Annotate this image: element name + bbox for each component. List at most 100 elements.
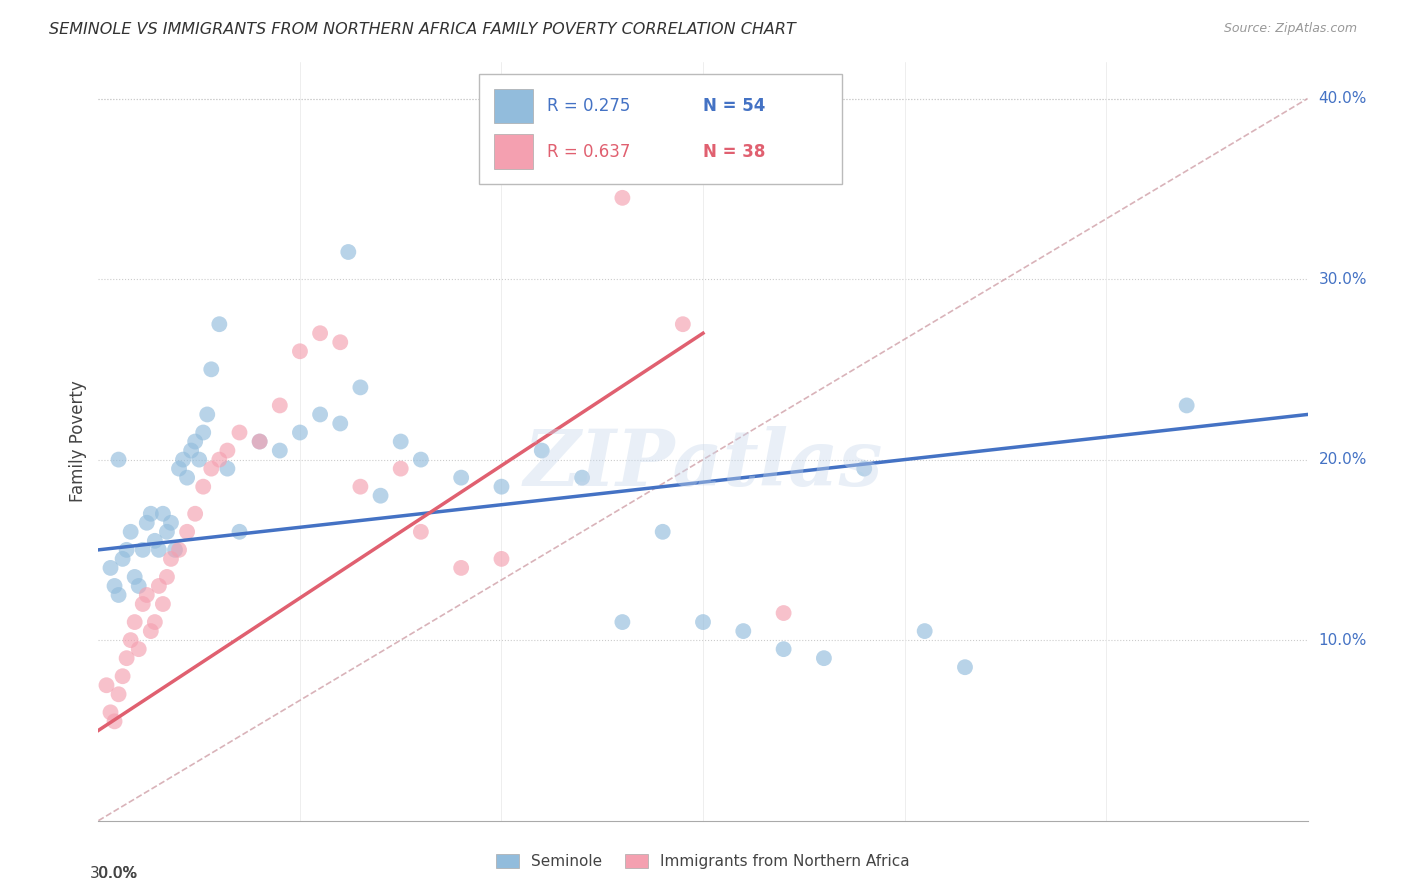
Point [288,425,311,440]
Point [100,561,122,575]
Point [139,624,162,639]
Point [120,633,142,648]
Point [128,579,150,593]
Point [853,461,876,475]
Legend: Seminole, Immigrants from Northern Africa: Seminole, Immigrants from Northern Afric… [489,848,917,875]
Point [128,642,150,657]
Point [329,417,352,431]
Point [120,524,142,539]
Point [132,542,155,557]
Point [152,507,174,521]
Point [115,651,138,665]
Point [269,443,291,458]
Point [143,533,166,548]
Point [217,461,239,475]
Text: N = 54: N = 54 [703,97,765,115]
Point [135,516,157,530]
Point [337,244,360,259]
Point [139,507,162,521]
Point [152,597,174,611]
Point [208,452,231,467]
Point [450,561,472,575]
Point [208,317,231,331]
Point [100,706,122,720]
Point [156,570,179,584]
Point [370,489,392,503]
Point [176,470,198,484]
Point [148,542,170,557]
Point [612,191,634,205]
Point [228,425,250,440]
Point [329,335,352,350]
Point [176,524,198,539]
FancyBboxPatch shape [479,74,842,184]
Point [132,597,155,611]
Text: Source: ZipAtlas.com: Source: ZipAtlas.com [1223,22,1357,36]
FancyBboxPatch shape [494,89,533,123]
Text: SEMINOLE VS IMMIGRANTS FROM NORTHERN AFRICA FAMILY POVERTY CORRELATION CHART: SEMINOLE VS IMMIGRANTS FROM NORTHERN AFR… [49,22,796,37]
Point [530,443,553,458]
Point [107,588,129,602]
Point [107,687,129,701]
Point [180,443,202,458]
Point [772,606,794,620]
Point [217,443,239,458]
FancyBboxPatch shape [494,135,533,169]
Point [160,516,183,530]
Point [193,480,215,494]
Point [651,524,673,539]
Point [409,452,432,467]
Point [772,642,794,657]
Point [288,344,311,359]
Point [193,425,215,440]
Point [156,524,179,539]
Point [349,380,371,394]
Point [953,660,976,674]
Point [349,480,371,494]
Point [200,362,222,376]
Point [389,434,412,449]
Point [733,624,755,639]
Point [571,470,593,484]
Point [111,669,134,683]
Point [107,452,129,467]
Point [1175,399,1198,413]
Point [491,552,513,566]
Point [167,461,190,475]
Point [200,461,222,475]
Point [115,542,138,557]
Point [195,408,218,422]
Point [269,399,291,413]
Y-axis label: Family Poverty: Family Poverty [69,381,87,502]
Point [148,579,170,593]
Point [409,524,432,539]
Text: ZIPatlas: ZIPatlas [523,426,883,502]
Point [184,507,207,521]
Point [96,678,118,692]
Point [160,552,183,566]
Point [124,615,146,629]
Point [672,317,695,331]
Point [143,615,166,629]
Text: 0.0%: 0.0% [98,866,138,881]
Point [309,408,332,422]
Point [309,326,332,341]
Text: N = 38: N = 38 [703,143,765,161]
Point [612,615,634,629]
Point [163,542,186,557]
Text: 40.0%: 40.0% [1319,91,1367,106]
Point [103,714,125,729]
Point [491,480,513,494]
Text: 10.0%: 10.0% [1319,632,1367,648]
Point [692,615,714,629]
Point [228,524,250,539]
Point [172,452,194,467]
Point [249,434,271,449]
Text: R = 0.275: R = 0.275 [547,97,630,115]
Point [135,588,157,602]
Text: 20.0%: 20.0% [1319,452,1367,467]
Point [124,570,146,584]
Point [103,579,125,593]
Point [111,552,134,566]
Text: R = 0.637: R = 0.637 [547,143,630,161]
